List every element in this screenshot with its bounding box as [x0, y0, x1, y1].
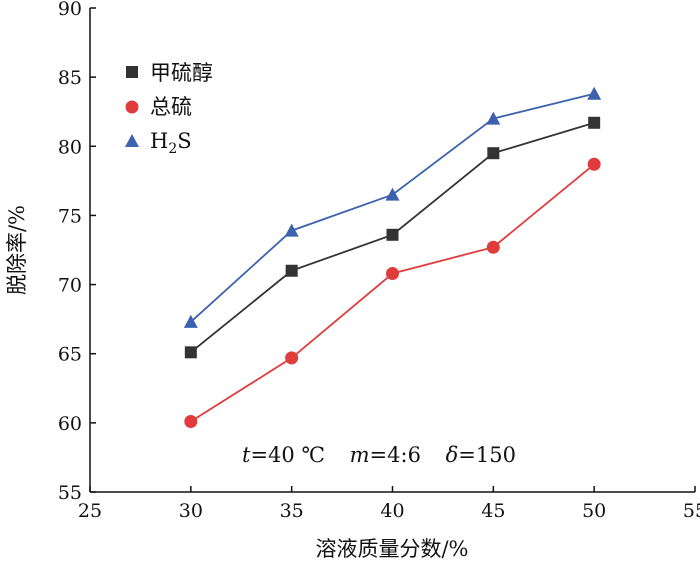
data-point — [285, 351, 299, 365]
data-point — [588, 116, 601, 129]
x-axis-title: 溶液质量分数/% — [315, 537, 468, 561]
data-point — [487, 147, 500, 160]
x-tick-label: 35 — [280, 500, 304, 522]
data-point — [386, 228, 399, 241]
legend-label-h2s: H2S — [150, 129, 192, 157]
data-point — [284, 223, 299, 237]
legend-marker-circle — [125, 100, 139, 114]
x-tick-label: 40 — [380, 500, 404, 522]
y-tick-label: 85 — [58, 67, 82, 89]
data-point — [386, 267, 399, 281]
x-tick-label: 25 — [78, 500, 102, 522]
x-tick-label: 50 — [582, 500, 606, 522]
y-tick-label: 75 — [58, 205, 82, 227]
legend-label-total-sulfur: 总硫 — [150, 95, 192, 119]
x-tick-label: 30 — [179, 500, 203, 522]
legend-marker-square — [126, 66, 138, 78]
data-point — [486, 240, 500, 254]
conditions-annotation: t=40 ℃ m=4:6 δ=150 — [242, 443, 516, 467]
data-point — [587, 157, 601, 171]
x-tick-label: 45 — [481, 500, 505, 522]
data-point — [184, 414, 198, 428]
y-tick-label: 65 — [58, 344, 82, 366]
y-tick-label: 55 — [58, 482, 82, 504]
data-point — [587, 86, 602, 100]
x-tick-label: 55 — [683, 500, 700, 522]
y-tick-label: 90 — [58, 0, 82, 20]
series-line — [190, 163, 595, 423]
axes: 55 60 65 70 75 80 85 90 25 30 35 40 45 50 55 — [58, 0, 700, 522]
series-square — [184, 116, 601, 359]
y-tick-label: 80 — [58, 136, 82, 158]
y-tick-label: 60 — [58, 413, 82, 435]
legend: 甲硫醇 总硫 H2S — [125, 61, 213, 157]
legend-marker-triangle — [125, 134, 139, 147]
series-layer — [183, 86, 602, 428]
y-axis-title: 脱除率/% — [5, 205, 29, 295]
series-line — [190, 92, 595, 323]
data-point — [385, 187, 400, 201]
data-point — [183, 314, 198, 328]
y-tick-label: 70 — [58, 275, 82, 297]
data-point — [486, 111, 501, 125]
data-point — [285, 264, 298, 277]
series-triangle — [183, 86, 602, 328]
legend-label-methyl-mercaptan: 甲硫醇 — [150, 61, 213, 85]
series-circle — [184, 157, 601, 428]
data-point — [184, 346, 197, 359]
